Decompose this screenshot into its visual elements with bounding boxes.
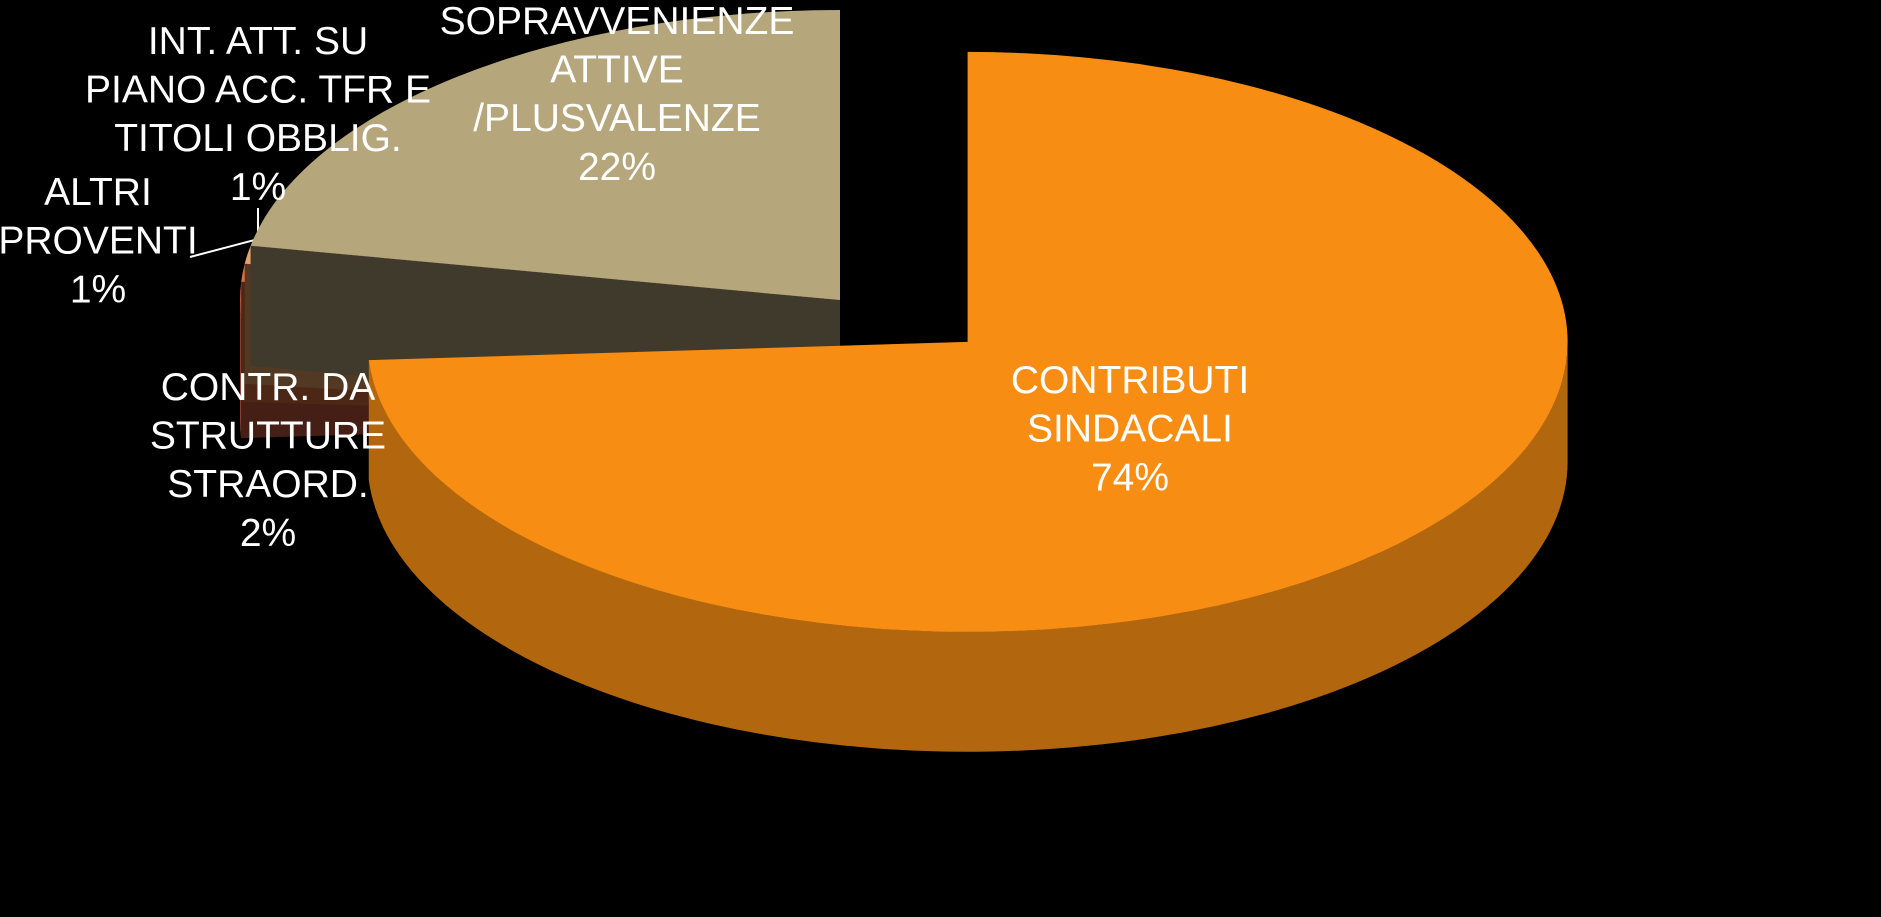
label-line: STRAORD. <box>167 463 369 506</box>
label-line: ATTIVE <box>550 49 684 92</box>
label-line: CONTR. DA <box>161 366 376 409</box>
label-line: STRUTTURE <box>150 415 386 458</box>
value-label: 22% <box>578 146 656 189</box>
value-label: 2% <box>240 512 296 555</box>
label-line: PIANO ACC. TFR E <box>85 69 431 112</box>
slice-label: CONTRIBUTI SINDACALI <box>1011 359 1249 451</box>
slice-label: ALTRI PROVENTI <box>0 171 198 263</box>
label-line: INT. ATT. SU <box>148 20 368 63</box>
leader-line <box>189 237 263 258</box>
slice <box>368 51 1568 632</box>
slice-label: SOPRAVVENIENZE ATTIVE/PLUSVALENZE <box>440 0 795 140</box>
value-label: 1% <box>230 166 286 209</box>
label-line: ALTRI <box>44 171 152 214</box>
label-line: CONTRIBUTI <box>1011 359 1249 402</box>
label-line: PROVENTI <box>0 220 198 263</box>
slice-side <box>240 300 242 439</box>
value-label: 74% <box>1091 456 1169 499</box>
label-line: SINDACALI <box>1027 408 1233 451</box>
slice-label: INT. ATT. SU PIANO ACC. TFR E TITOLI OBBLI… <box>85 20 431 160</box>
label-line: /PLUSVALENZE <box>473 97 761 140</box>
label-line: SOPRAVVENIENZE <box>440 0 795 43</box>
value-label: 1% <box>70 268 126 311</box>
slice <box>250 9 841 300</box>
slice-side <box>368 341 1568 752</box>
slice-label: CONTR. DA STRUTTURE STRAORD. <box>150 366 386 506</box>
label-line: TITOLI OBBLIG. <box>114 117 402 160</box>
